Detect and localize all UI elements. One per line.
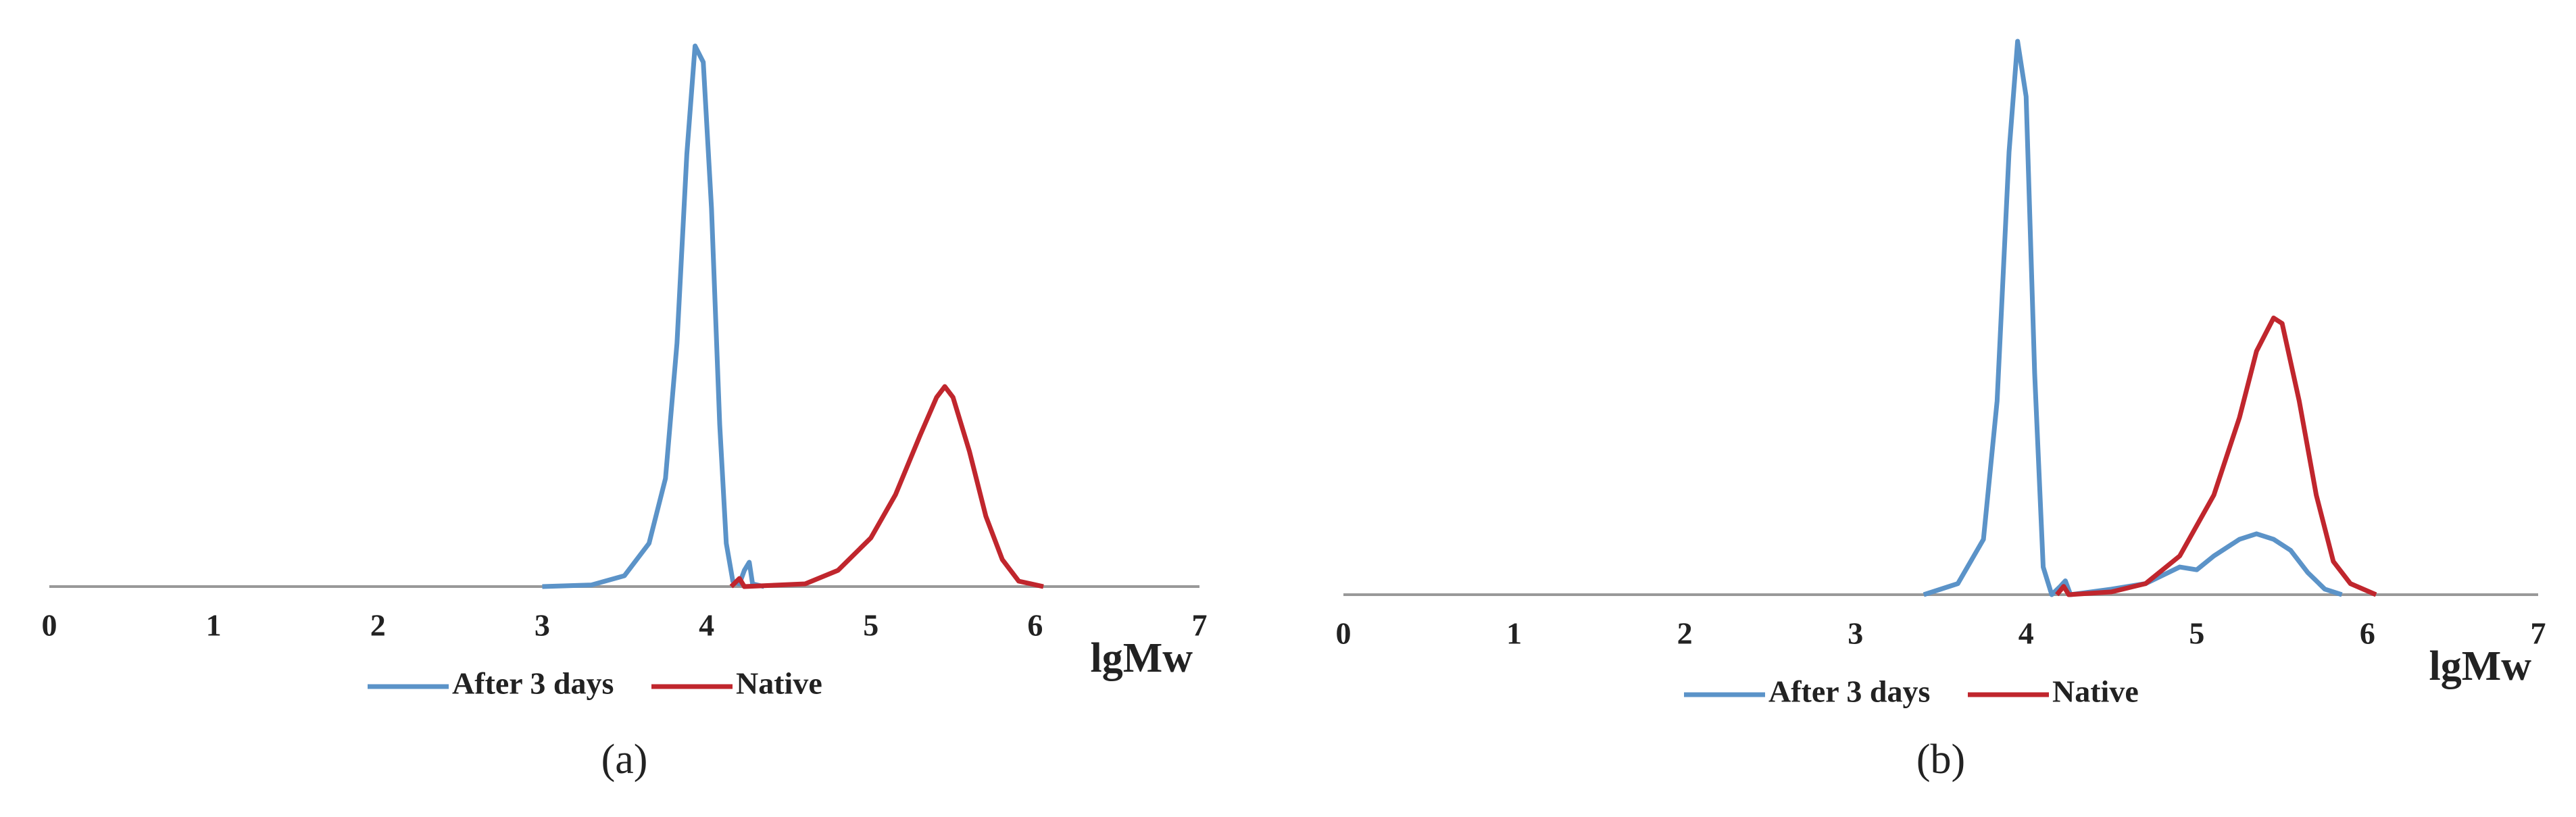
x-tick-label: 0 xyxy=(42,608,57,643)
panel-caption: (b) xyxy=(1916,737,1965,783)
legend-label: Native xyxy=(736,666,822,701)
x-tick-label: 7 xyxy=(2531,616,2546,651)
legend-label: Native xyxy=(2052,674,2139,709)
x-axis-label: lgMw xyxy=(2429,643,2531,689)
curve xyxy=(729,384,1044,589)
x-tick-label: 2 xyxy=(370,608,386,643)
x-tick-label: 0 xyxy=(1336,616,1352,651)
legend-label: After 3 days xyxy=(452,666,614,701)
x-tick-label: 1 xyxy=(1506,616,1522,651)
legend-label: After 3 days xyxy=(1768,674,1930,709)
curve xyxy=(542,43,765,589)
x-tick-label: 5 xyxy=(2189,616,2204,651)
x-tick-label: 4 xyxy=(2018,616,2034,651)
x-tick-label: 2 xyxy=(1677,616,1693,651)
x-tick-label: 3 xyxy=(1848,616,1863,651)
x-tick-label: 5 xyxy=(863,608,878,643)
curve xyxy=(1923,39,2343,597)
curve xyxy=(2055,316,2377,597)
x-tick-label: 3 xyxy=(535,608,550,643)
x-tick-label: 4 xyxy=(699,608,714,643)
x-tick-label: 6 xyxy=(2360,616,2375,651)
x-tick-label: 1 xyxy=(206,608,222,643)
x-tick-label: 6 xyxy=(1027,608,1043,643)
x-tick-label: 7 xyxy=(1192,608,1208,643)
panel-caption: (a) xyxy=(601,737,648,783)
x-axis-label: lgMw xyxy=(1090,635,1193,681)
